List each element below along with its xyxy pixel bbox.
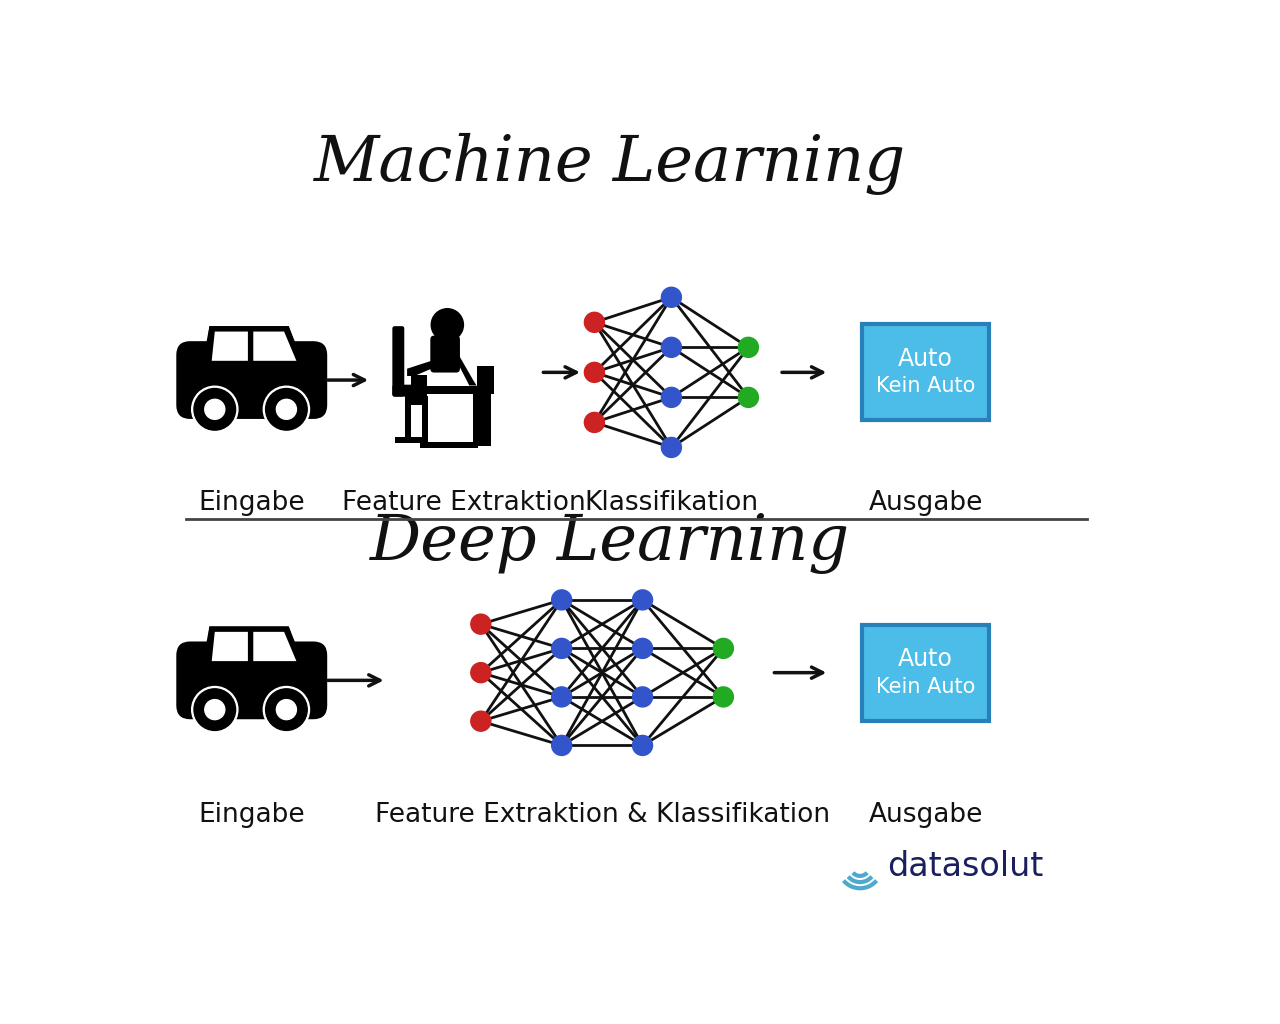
Circle shape [471,711,490,731]
Text: datasolut: datasolut [887,850,1043,883]
Circle shape [552,590,572,610]
FancyBboxPatch shape [419,385,492,394]
Polygon shape [206,327,302,365]
Polygon shape [202,327,306,384]
Text: Auto: Auto [899,647,952,671]
FancyBboxPatch shape [476,366,494,394]
Polygon shape [407,359,436,376]
Text: Deep Learning: Deep Learning [370,512,850,574]
FancyBboxPatch shape [393,327,404,396]
Circle shape [276,399,297,420]
Text: Machine Learning: Machine Learning [314,133,906,196]
FancyBboxPatch shape [861,325,989,421]
FancyBboxPatch shape [861,625,989,721]
Circle shape [552,735,572,756]
Text: Ausgabe: Ausgabe [868,802,983,828]
Circle shape [552,687,572,707]
Text: Kein Auto: Kein Auto [876,376,975,396]
Circle shape [471,663,490,683]
Circle shape [713,687,733,707]
Polygon shape [206,627,302,665]
Circle shape [205,699,225,720]
Circle shape [264,686,310,733]
FancyBboxPatch shape [393,385,422,396]
Circle shape [662,437,681,458]
Circle shape [276,699,297,720]
Text: Auto: Auto [899,346,952,371]
Circle shape [192,686,238,733]
Circle shape [739,387,759,408]
Polygon shape [411,375,426,406]
FancyBboxPatch shape [420,441,477,447]
Polygon shape [211,632,248,662]
Circle shape [266,388,307,430]
FancyBboxPatch shape [421,395,428,445]
Circle shape [632,735,653,756]
Circle shape [195,388,236,430]
Circle shape [431,308,463,341]
Circle shape [195,689,236,730]
FancyBboxPatch shape [177,341,328,419]
Polygon shape [436,341,447,365]
Text: Ausgabe: Ausgabe [868,490,983,516]
Circle shape [713,638,733,658]
Circle shape [264,386,310,432]
Polygon shape [202,627,306,684]
Text: Eingabe: Eingabe [198,802,305,828]
Polygon shape [211,332,248,360]
Circle shape [205,399,225,420]
Text: Feature Extraktion: Feature Extraktion [342,490,585,516]
Circle shape [266,689,307,730]
Circle shape [471,614,490,634]
Circle shape [585,362,604,382]
Circle shape [662,288,681,307]
Circle shape [552,638,572,658]
Circle shape [739,337,759,357]
Text: Klassifikation: Klassifikation [585,490,759,516]
Circle shape [632,590,653,610]
FancyBboxPatch shape [472,385,492,445]
FancyBboxPatch shape [404,393,411,438]
FancyBboxPatch shape [394,437,422,443]
Polygon shape [253,332,297,360]
Text: Eingabe: Eingabe [198,490,305,516]
Circle shape [632,638,653,658]
FancyBboxPatch shape [430,336,460,373]
Circle shape [662,337,681,357]
Text: Feature Extraktion & Klassifikation: Feature Extraktion & Klassifikation [375,802,829,828]
Text: Kein Auto: Kein Auto [876,677,975,696]
Circle shape [585,413,604,432]
Polygon shape [253,632,297,662]
FancyBboxPatch shape [177,641,328,719]
Polygon shape [453,350,476,385]
Circle shape [585,312,604,333]
Circle shape [632,687,653,707]
Circle shape [662,387,681,408]
Circle shape [192,386,238,432]
